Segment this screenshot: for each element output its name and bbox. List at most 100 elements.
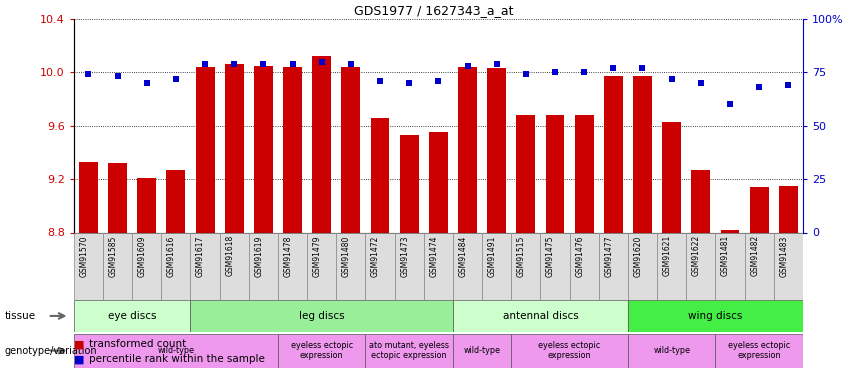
Bar: [715, 232, 745, 300]
Point: [256, 61, 270, 67]
Point: [694, 80, 707, 86]
Point: [635, 65, 649, 71]
Bar: [691, 170, 710, 232]
Bar: [633, 76, 652, 232]
Bar: [341, 67, 360, 232]
Bar: [773, 232, 803, 300]
Point: [373, 78, 387, 84]
Bar: [511, 232, 541, 300]
Text: transformed count: transformed count: [89, 339, 187, 350]
Point: [402, 80, 416, 86]
Text: GSM91609: GSM91609: [138, 235, 147, 277]
Text: GSM91617: GSM91617: [196, 235, 205, 277]
Bar: [161, 232, 190, 300]
Bar: [604, 76, 623, 232]
Point: [140, 80, 154, 86]
Text: GSM91491: GSM91491: [488, 235, 496, 277]
Text: GSM91474: GSM91474: [430, 235, 438, 277]
Point: [519, 71, 533, 77]
Point: [227, 61, 241, 67]
Bar: [312, 56, 332, 232]
Bar: [336, 232, 365, 300]
Text: GSM91616: GSM91616: [167, 235, 176, 277]
Bar: [715, 334, 803, 368]
Bar: [599, 232, 628, 300]
Point: [490, 61, 503, 67]
Text: GSM91479: GSM91479: [312, 235, 322, 277]
Text: GSM91585: GSM91585: [108, 235, 117, 277]
Point: [781, 82, 795, 88]
Text: GSM91476: GSM91476: [575, 235, 584, 277]
Bar: [195, 67, 214, 232]
Bar: [278, 232, 307, 300]
Bar: [779, 186, 798, 232]
Text: GSM91484: GSM91484: [458, 235, 468, 277]
Point: [82, 71, 95, 77]
Text: GSM91480: GSM91480: [342, 235, 351, 277]
Bar: [662, 122, 681, 232]
Text: wild-type: wild-type: [653, 346, 690, 355]
Bar: [628, 300, 803, 332]
Bar: [424, 232, 453, 300]
Text: genotype/variation: genotype/variation: [4, 346, 97, 355]
Bar: [429, 132, 448, 232]
Bar: [253, 66, 273, 232]
Point: [548, 69, 562, 75]
Text: GSM91620: GSM91620: [634, 235, 642, 277]
Text: GDS1977 / 1627343_a_at: GDS1977 / 1627343_a_at: [354, 4, 514, 17]
Text: GSM91481: GSM91481: [721, 235, 730, 276]
Text: GSM91570: GSM91570: [79, 235, 89, 277]
Bar: [511, 334, 628, 368]
Text: eye discs: eye discs: [108, 311, 156, 321]
Bar: [657, 232, 687, 300]
Text: GSM91483: GSM91483: [779, 235, 788, 277]
Text: GSM91621: GSM91621: [662, 235, 672, 276]
Text: ■: ■: [74, 354, 84, 364]
Bar: [395, 232, 424, 300]
Text: GSM91472: GSM91472: [371, 235, 380, 277]
Point: [286, 61, 299, 67]
Text: GSM91618: GSM91618: [225, 235, 234, 276]
Bar: [458, 67, 477, 232]
Text: eyeless ectopic
expression: eyeless ectopic expression: [728, 341, 790, 360]
Bar: [190, 300, 453, 332]
Bar: [74, 232, 103, 300]
Point: [461, 63, 475, 69]
Bar: [487, 68, 506, 232]
Bar: [307, 232, 336, 300]
Bar: [750, 187, 769, 232]
Bar: [720, 230, 740, 232]
Bar: [278, 334, 365, 368]
Text: tissue: tissue: [4, 311, 36, 321]
Bar: [74, 334, 278, 368]
Bar: [220, 232, 249, 300]
Bar: [225, 64, 244, 232]
Bar: [745, 232, 773, 300]
Text: GSM91473: GSM91473: [400, 235, 409, 277]
Bar: [541, 232, 569, 300]
Bar: [283, 67, 302, 232]
Text: wild-type: wild-type: [157, 346, 194, 355]
Point: [665, 76, 679, 82]
Point: [577, 69, 591, 75]
Text: leg discs: leg discs: [299, 311, 345, 321]
Point: [344, 61, 358, 67]
Bar: [399, 135, 418, 232]
Text: GSM91622: GSM91622: [692, 235, 700, 276]
Text: wild-type: wild-type: [464, 346, 501, 355]
Bar: [190, 232, 220, 300]
Text: eyeless ectopic
expression: eyeless ectopic expression: [291, 341, 352, 360]
Text: ■: ■: [74, 339, 84, 350]
Text: antennal discs: antennal discs: [503, 311, 578, 321]
Point: [169, 76, 183, 82]
Text: eyeless ectopic
expression: eyeless ectopic expression: [538, 341, 601, 360]
Bar: [453, 334, 511, 368]
Point: [198, 61, 212, 67]
Bar: [132, 232, 161, 300]
Bar: [249, 232, 278, 300]
Bar: [628, 232, 657, 300]
Text: wing discs: wing discs: [688, 311, 743, 321]
Bar: [545, 115, 564, 232]
Bar: [628, 334, 715, 368]
Point: [723, 101, 737, 107]
